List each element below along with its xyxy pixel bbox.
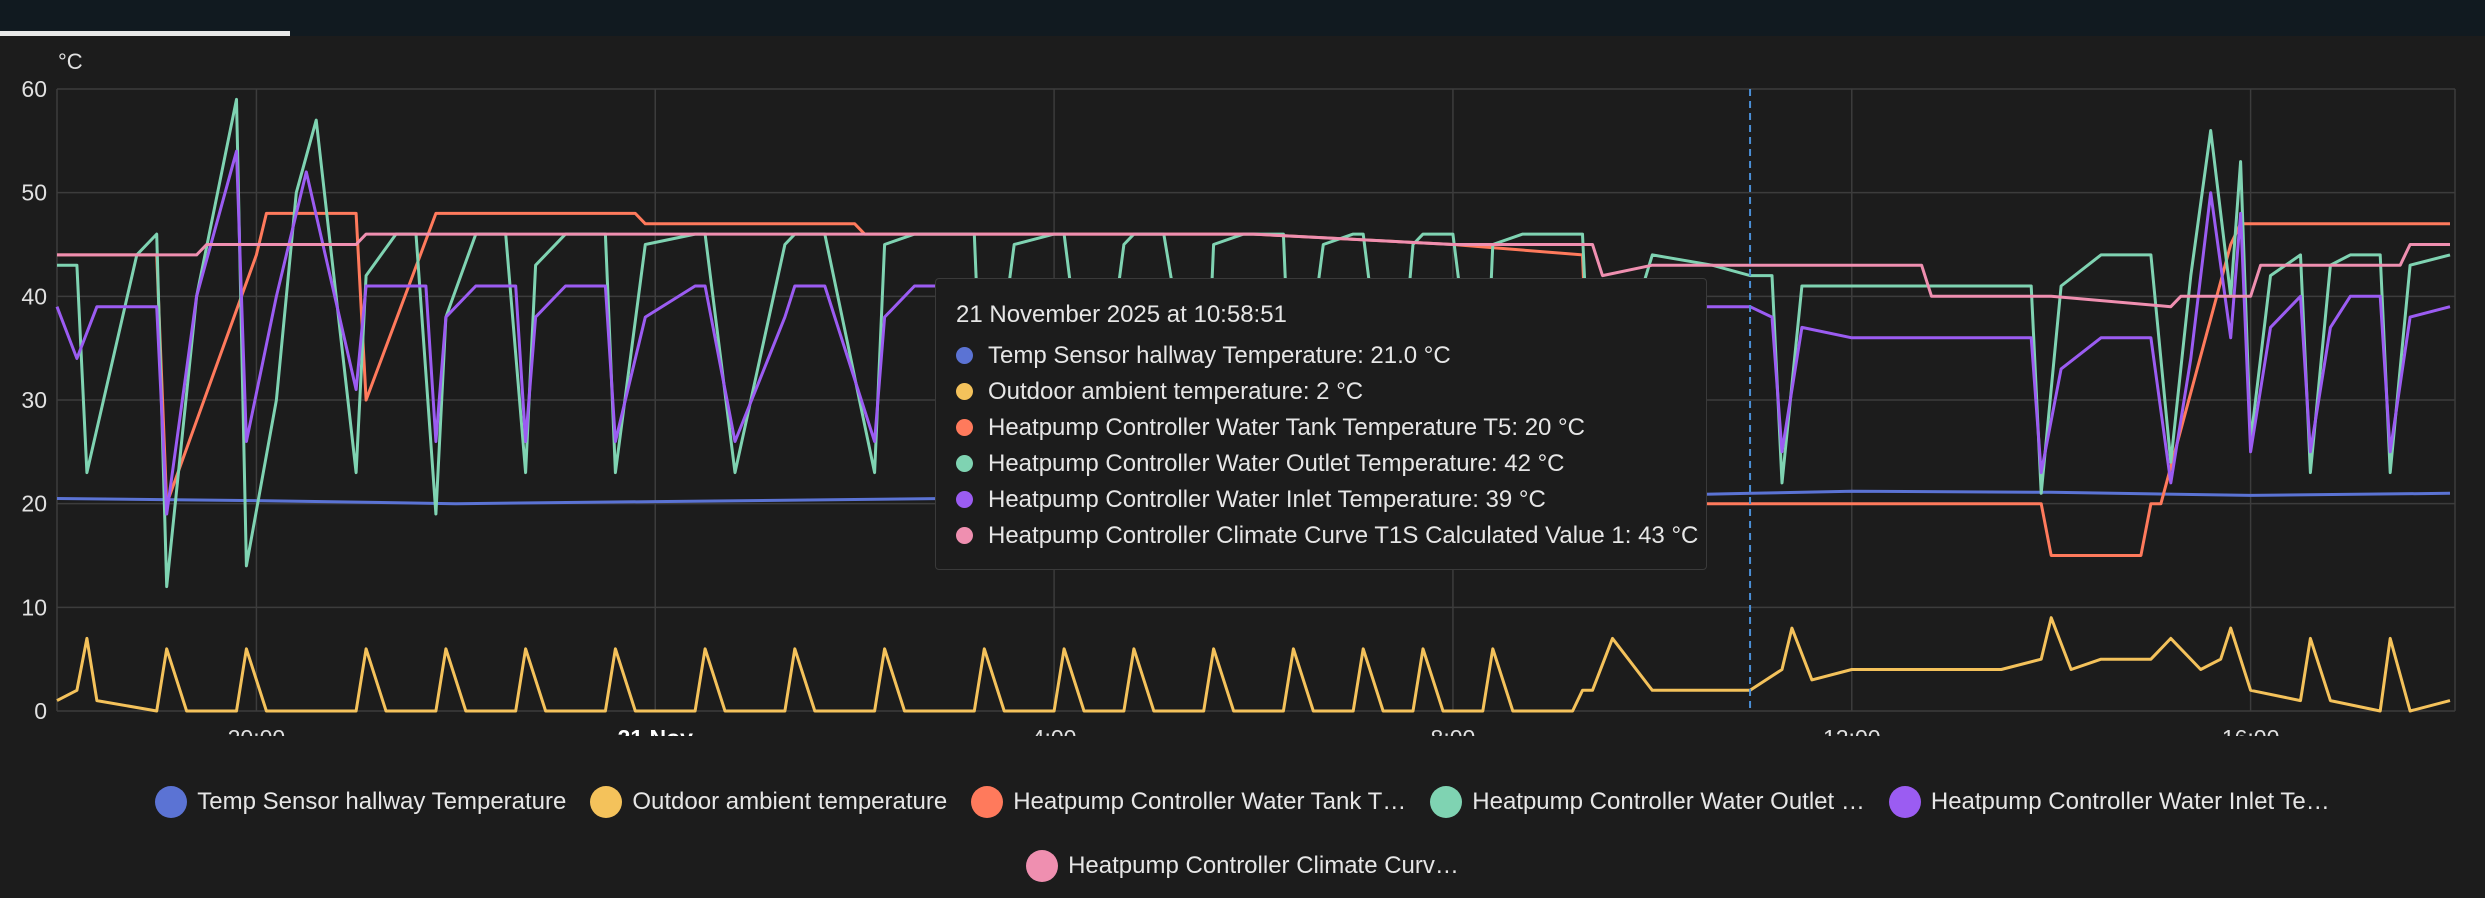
tooltip-row: Heatpump Controller Water Outlet Tempera… [956, 446, 1686, 482]
legend-label: Heatpump Controller Water Tank T… [1013, 788, 1407, 815]
legend-color-dot-icon [1026, 850, 1059, 882]
legend-label: Heatpump Controller Climate Curv… [1068, 852, 1459, 879]
series-color-dot-icon [956, 347, 973, 364]
legend-item[interactable]: Heatpump Controller Water Outlet … [1430, 786, 1865, 818]
legend-item[interactable]: Heatpump Controller Water Inlet Te… [1888, 786, 2330, 818]
y-tick-label: 0 [34, 698, 47, 724]
x-tick-label: 20:00 [228, 725, 286, 736]
x-tick-label: 21 Nov [618, 725, 694, 736]
tooltip-row-text: Heatpump Controller Climate Curve T1S Ca… [988, 522, 1699, 549]
tooltip-row-text: Heatpump Controller Water Inlet Temperat… [988, 486, 1546, 513]
tooltip-row: Heatpump Controller Water Tank Temperatu… [956, 410, 1686, 446]
series-color-dot-icon [956, 527, 973, 544]
legend-item[interactable]: Temp Sensor hallway Temperature [155, 786, 566, 818]
y-tick-label: 20 [21, 491, 47, 517]
x-tick-label: 4:00 [1032, 725, 1077, 736]
series-line-2 [56, 616, 2451, 713]
series-color-dot-icon [956, 383, 973, 400]
series-color-dot-icon [956, 491, 973, 508]
y-axis-unit: °C [58, 49, 83, 74]
y-tick-label: 60 [21, 76, 47, 102]
tooltip-row: Heatpump Controller Water Inlet Temperat… [956, 482, 1686, 518]
tooltip-title: 21 November 2025 at 10:58:51 [956, 301, 1287, 328]
legend-color-dot-icon [155, 786, 188, 818]
tooltip-row-text: Outdoor ambient temperature: 2 °C [988, 378, 1364, 405]
legend-item[interactable]: Heatpump Controller Water Tank T… [971, 786, 1406, 818]
legend-item[interactable]: Outdoor ambient temperature [590, 786, 947, 818]
legend-color-dot-icon [1430, 786, 1463, 818]
x-tick-label: 16:00 [2222, 725, 2280, 736]
legend-item[interactable]: Heatpump Controller Climate Curv… [1026, 850, 1459, 882]
y-tick-label: 50 [21, 180, 47, 206]
legend-label: Heatpump Controller Water Inlet Te… [1930, 788, 2330, 815]
legend-color-dot-icon [971, 786, 1004, 818]
chart-legend: Temp Sensor hallway Temperature Outdoor a… [0, 770, 2485, 898]
legend-label: Temp Sensor hallway Temperature [197, 788, 567, 815]
x-tick-label: 12:00 [1823, 725, 1881, 736]
legend-color-dot-icon [590, 786, 623, 818]
legend-row: Temp Sensor hallway Temperature Outdoor a… [0, 770, 2485, 834]
legend-label: Heatpump Controller Water Outlet … [1472, 788, 1865, 815]
tooltip-row: Temp Sensor hallway Temperature: 21.0 °C [956, 338, 1686, 374]
legend-row: Heatpump Controller Climate Curv… [0, 834, 2485, 898]
y-tick-label: 30 [21, 387, 47, 413]
tooltip-row-text: Heatpump Controller Water Outlet Tempera… [988, 450, 1565, 477]
series-color-dot-icon [956, 455, 973, 472]
legend-label: Outdoor ambient temperature [632, 788, 948, 815]
y-tick-label: 40 [21, 283, 47, 309]
chart-axes: 0 10 20 30 40 50 60 °C 20:00 21 Nov 4:00 8:00 12:00 1… [21, 49, 2279, 736]
x-tick-label: 8:00 [1431, 725, 1476, 736]
tooltip-row-text: Heatpump Controller Water Tank Temperatu… [988, 414, 1585, 441]
active-tab-indicator [0, 31, 290, 36]
legend-color-dot-icon [1888, 786, 1921, 818]
tooltip-row-text: Temp Sensor hallway Temperature: 21.0 °C [988, 342, 1451, 369]
tooltip-row: Heatpump Controller Climate Curve T1S Ca… [956, 518, 1698, 554]
history-chart[interactable]: 0 10 20 30 40 50 60 °C 20:00 21 Nov 4:00 8:00 12:00 1… [0, 36, 2485, 736]
series-line-6 [57, 232, 2450, 309]
series-color-dot-icon [956, 419, 973, 436]
tooltip-rows: Temp Sensor hallway Temperature: 21.0 °C… [956, 338, 1698, 554]
y-tick-label: 10 [21, 594, 47, 620]
top-bar [0, 0, 2485, 36]
tooltip-row: Outdoor ambient temperature: 2 °C [956, 374, 1686, 410]
chart-tooltip: 21 November 2025 at 10:58:51 Temp Sensor… [935, 278, 1707, 570]
